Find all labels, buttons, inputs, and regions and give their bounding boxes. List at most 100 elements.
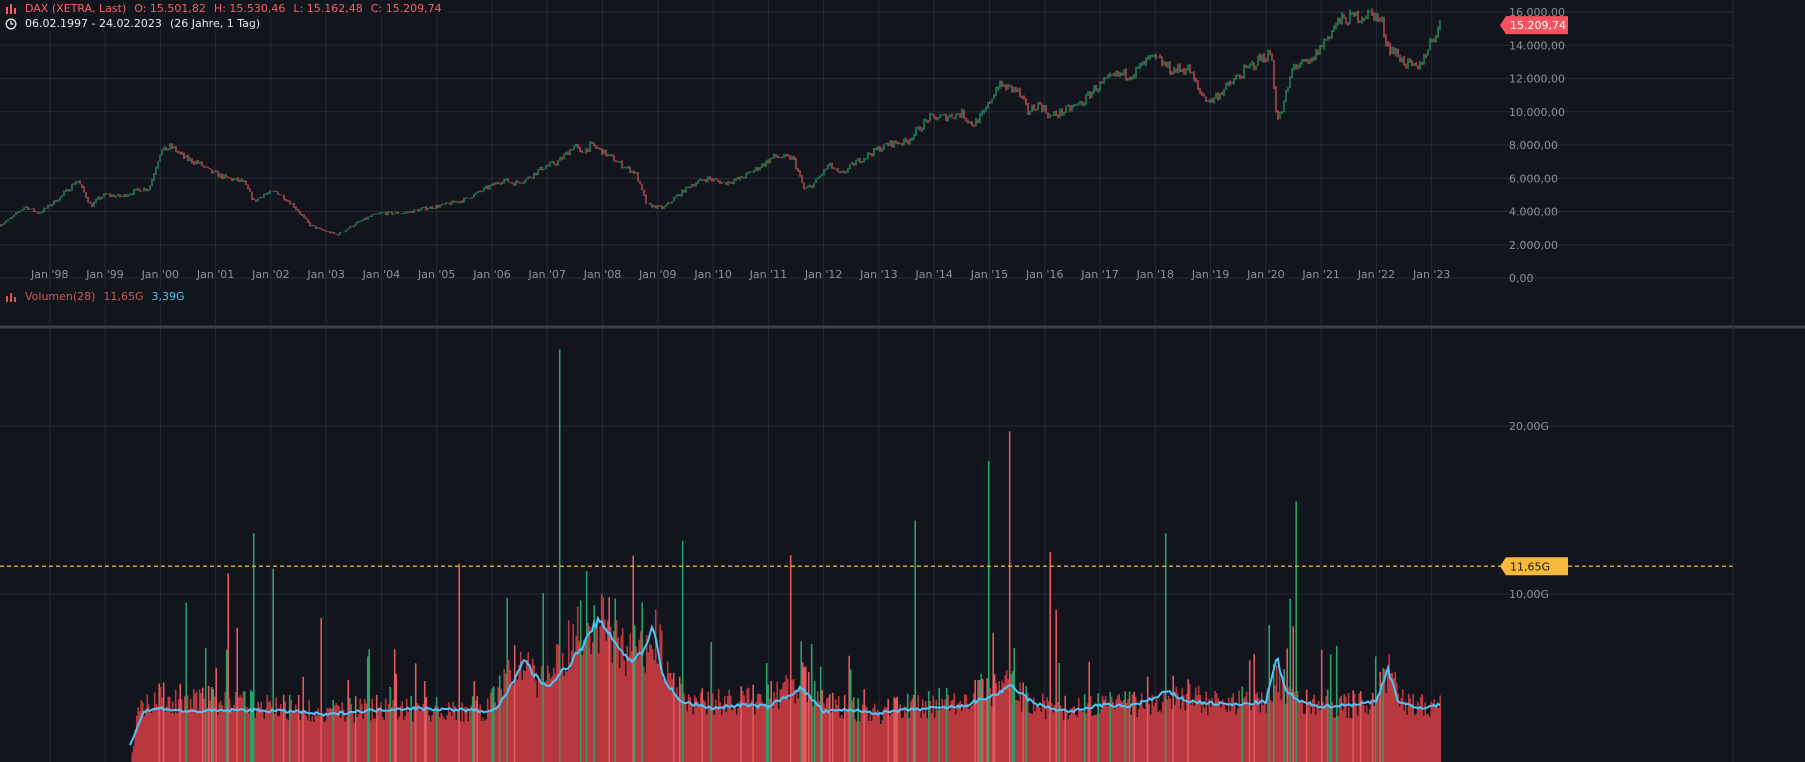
axis-labels: Jan '98 Jan '99 Jan '00 Jan '01 Jan '02 Jan '…: [30, 6, 1565, 601]
volume-bar: [551, 676, 554, 762]
volume-bar: [1001, 680, 1004, 762]
x-tick-label: Jan '11: [749, 268, 787, 281]
volume-bar: [1160, 712, 1163, 762]
volume-bar: [440, 712, 443, 762]
volume-bar: [465, 706, 468, 762]
volume-bar: [1037, 706, 1040, 762]
volume-bar: [212, 688, 215, 762]
volume-bar: [1398, 706, 1401, 762]
volume-bar: [1059, 705, 1062, 762]
volume-bar: [275, 697, 278, 762]
x-tick-label: Jan '13: [859, 268, 897, 281]
volume-bar: [959, 700, 962, 762]
volume-bar: [1004, 675, 1007, 762]
volume-bar: [396, 719, 399, 762]
volume-bar: [1040, 711, 1043, 762]
volume-bar: [615, 620, 618, 762]
volume-bar: [291, 712, 294, 762]
volume-bar: [1262, 705, 1265, 762]
volume-bar: [1413, 715, 1416, 762]
volume-bar: [1259, 712, 1262, 762]
volume-bar: [1355, 704, 1358, 762]
volume-bar: [809, 697, 812, 762]
volume-bar: [932, 695, 935, 762]
volume-bar: [1416, 701, 1419, 762]
volume-bar: [672, 672, 675, 762]
volume-bar: [1410, 703, 1413, 762]
volume-badge-shape: [1500, 557, 1568, 576]
volume-bar: [369, 720, 372, 762]
x-tick-label: Jan '20: [1246, 268, 1284, 281]
volume-bar: [894, 698, 897, 762]
volume-bar: [1340, 695, 1343, 762]
volume-bar: [164, 712, 167, 762]
volume-bar: [288, 694, 291, 762]
volume-bar: [743, 695, 746, 762]
volume-bar: [779, 689, 782, 762]
volume-bar: [335, 703, 338, 762]
y-tick-label: 16.000,00: [1509, 6, 1565, 19]
volume-bar: [855, 721, 858, 762]
volume-bar: [245, 706, 248, 762]
volume-bar: [309, 721, 312, 762]
volume-bar: [1394, 672, 1397, 762]
volume-bar: [570, 650, 573, 762]
volume-bar: [1169, 698, 1172, 762]
volume-bar: [827, 697, 830, 762]
volume-bar: [993, 674, 996, 762]
volume-bar: [324, 720, 327, 762]
volume-bar: [636, 657, 639, 762]
volume-bar: [491, 688, 494, 762]
volume-bar: [1200, 712, 1203, 762]
volume-bar: [1028, 712, 1031, 762]
volume-bar: [1193, 706, 1196, 762]
volume-bar: [1274, 685, 1277, 762]
volume-bar: [194, 693, 197, 762]
volume-bar: [444, 719, 447, 762]
volume-bar: [1080, 708, 1083, 762]
volume-bar: [714, 699, 717, 762]
volume-bar: [882, 708, 885, 762]
volume-bar: [215, 668, 218, 762]
volume-bar: [1314, 714, 1317, 762]
volume-bar: [686, 711, 689, 762]
date-range[interactable]: 06.02.1997 - 24.02.2023: [25, 17, 162, 30]
volume-bar: [150, 713, 153, 762]
volume-bar: [1086, 703, 1089, 762]
volume-bar: [1104, 696, 1107, 762]
volume-bar: [267, 702, 270, 762]
volume-bar: [893, 697, 896, 762]
volume-bar: [759, 694, 762, 762]
volume-bar: [222, 711, 225, 762]
volume-bar: [1152, 706, 1155, 762]
volume-bar: [204, 648, 207, 762]
volume-bar: [432, 711, 435, 762]
volume-bar: [539, 679, 542, 762]
y-tick-label: 6.000,00: [1509, 172, 1558, 185]
volume-bar: [1067, 719, 1070, 762]
volume-bar: [216, 715, 219, 762]
volume-bar: [435, 697, 438, 762]
volume-bar: [1025, 685, 1028, 762]
volume-bar: [581, 654, 584, 762]
volume-indicator-name[interactable]: Volumen(28): [25, 290, 96, 303]
volume-bar: [1175, 687, 1178, 762]
volume-bar: [209, 700, 212, 762]
volume-bar: [758, 693, 761, 762]
volume-bar: [755, 701, 758, 762]
volume-bar: [1422, 715, 1425, 762]
volume-bar: [1157, 711, 1160, 762]
volume-bar: [218, 702, 221, 762]
volume-bar: [1148, 704, 1151, 762]
volume-bar: [587, 623, 590, 762]
volume-bar: [875, 712, 878, 762]
volume-bar: [1191, 699, 1194, 762]
volume-bar: [902, 717, 905, 762]
volume-bar: [1014, 699, 1017, 762]
volume-bar: [929, 701, 932, 762]
y-tick-label: 14.000,00: [1509, 39, 1565, 52]
volume-bar: [831, 692, 834, 762]
volume-bar: [1065, 712, 1068, 762]
instrument-name[interactable]: DAX (XETRA, Last): [25, 2, 127, 15]
